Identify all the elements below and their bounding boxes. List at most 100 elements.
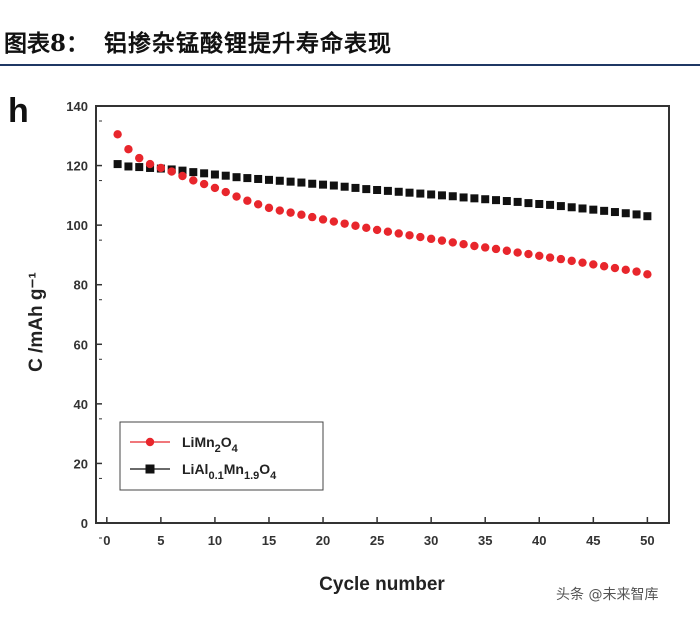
data-point-lialmno4 <box>275 176 284 185</box>
data-point-lialmno4 <box>448 192 457 201</box>
y-tick-label: 140 <box>66 99 88 114</box>
data-point-lialmno4 <box>297 178 306 187</box>
data-point-lialmno4 <box>459 193 468 202</box>
data-point-limn2o4 <box>243 196 252 205</box>
figure-title: 铝掺杂锰酸锂提升寿命表现 <box>104 31 392 57</box>
data-point-lialmno4 <box>589 205 598 214</box>
x-axis: 0 5 10 15 20 25 30 35 40 45 50 <box>103 517 655 548</box>
data-point-lialmno4 <box>351 183 360 192</box>
data-point-limn2o4 <box>459 240 468 249</box>
y-axis: 0 20 40 60 80 100 120 140 <box>66 99 102 539</box>
data-point-limn2o4 <box>567 256 576 266</box>
data-point-limn2o4 <box>124 144 133 154</box>
data-point-lialmno4 <box>373 185 382 194</box>
data-point-limn2o4 <box>589 260 598 269</box>
x-tick-label: 15 <box>262 533 276 548</box>
legend-box <box>119 421 324 491</box>
legend-lialmno4-sub: 4 <box>270 470 277 482</box>
y-tick-label: 0 <box>81 516 88 531</box>
data-point-lialmno4 <box>113 160 122 169</box>
x-tick-label: 35 <box>478 533 492 548</box>
legend-limn2o4-part: O <box>221 434 232 450</box>
data-point-lialmno4 <box>556 202 565 211</box>
data-point-limn2o4 <box>318 215 328 224</box>
watermark: 头条 @未来智库 <box>556 587 659 603</box>
x-tick-label: 40 <box>532 533 546 548</box>
x-tick-label: 0 <box>103 533 110 548</box>
data-point-lialmno4 <box>264 175 273 184</box>
data-point-lialmno4 <box>610 208 619 217</box>
data-point-lialmno4 <box>470 194 479 203</box>
data-point-lialmno4 <box>578 204 587 213</box>
data-point-limn2o4 <box>535 251 544 261</box>
data-point-limn2o4 <box>610 263 620 273</box>
data-point-lialmno4 <box>135 163 144 172</box>
data-point-lialmno4 <box>643 212 652 221</box>
data-point-limn2o4 <box>556 254 566 264</box>
x-tick-label: 20 <box>316 533 330 548</box>
data-point-lialmno4 <box>329 181 338 190</box>
data-point-lialmno4 <box>178 166 187 175</box>
y-tick-label: 120 <box>66 159 88 174</box>
plot-frame <box>95 105 670 524</box>
data-point-limn2o4 <box>286 208 295 217</box>
data-point-lialmno4 <box>383 186 392 195</box>
legend-lialmno4-sub: 1.9 <box>244 470 259 482</box>
data-point-lialmno4 <box>546 200 555 209</box>
y-tick-label: 40 <box>74 397 88 412</box>
data-point-lialmno4 <box>124 162 133 171</box>
data-point-lialmno4 <box>416 189 425 198</box>
data-point-limn2o4 <box>340 219 349 228</box>
x-tick-label: 50 <box>640 533 654 548</box>
data-point-lialmno4 <box>481 195 490 204</box>
series-limn2o4 <box>113 130 652 279</box>
x-axis-title: Cycle number <box>319 574 445 595</box>
data-point-limn2o4 <box>394 229 403 238</box>
data-point-lialmno4 <box>621 209 630 218</box>
data-point-limn2o4 <box>221 187 230 197</box>
y-axis-title: C /mAh g⁻¹ <box>26 272 47 372</box>
data-point-limn2o4 <box>383 227 393 236</box>
data-point-lialmno4 <box>632 210 641 219</box>
x-tick-label: 30 <box>424 533 438 548</box>
data-point-lialmno4 <box>600 206 609 215</box>
legend-marker-lialmno4 <box>145 464 155 474</box>
data-point-lialmno4 <box>362 185 371 194</box>
data-point-lialmno4 <box>254 174 263 183</box>
legend: LiMn2O4 LiAl0.1Mn1.9O4 <box>119 421 324 491</box>
data-point-limn2o4 <box>210 183 220 193</box>
data-point-lialmno4 <box>200 169 209 178</box>
legend-lialmno4-part: O <box>259 461 270 477</box>
data-point-limn2o4 <box>178 171 187 181</box>
panel-label: h <box>8 92 29 130</box>
data-point-limn2o4 <box>329 217 339 226</box>
data-point-limn2o4 <box>189 176 198 185</box>
data-point-limn2o4 <box>416 232 425 242</box>
data-point-limn2o4 <box>113 130 122 139</box>
data-point-lialmno4 <box>535 199 544 208</box>
legend-limn2o4-sub: 2 <box>215 443 221 455</box>
data-point-limn2o4 <box>545 253 555 262</box>
data-point-limn2o4 <box>599 262 609 271</box>
data-point-limn2o4 <box>232 192 241 201</box>
data-point-limn2o4 <box>167 167 176 176</box>
legend-label-lialmno4: LiAl0.1Mn1.9O4 <box>182 461 277 482</box>
data-point-limn2o4 <box>351 221 360 230</box>
data-point-lialmno4 <box>340 182 349 191</box>
y-tick-label: 80 <box>74 278 88 293</box>
data-point-lialmno4 <box>394 187 403 196</box>
data-point-limn2o4 <box>156 163 166 173</box>
data-point-lialmno4 <box>232 173 241 182</box>
legend-limn2o4-part: LiMn <box>182 434 215 450</box>
legend-label-limn2o4: LiMn2O4 <box>182 434 239 455</box>
data-point-limn2o4 <box>145 159 155 169</box>
data-point-limn2o4 <box>632 267 641 276</box>
series-liai-mn-o4 <box>113 160 652 221</box>
data-point-limn2o4 <box>362 223 371 233</box>
x-tick-label: 25 <box>370 533 384 548</box>
data-point-limn2o4 <box>524 249 533 259</box>
data-point-limn2o4 <box>135 153 144 163</box>
data-point-lialmno4 <box>567 203 576 212</box>
data-point-limn2o4 <box>643 270 652 279</box>
data-point-lialmno4 <box>210 170 219 179</box>
